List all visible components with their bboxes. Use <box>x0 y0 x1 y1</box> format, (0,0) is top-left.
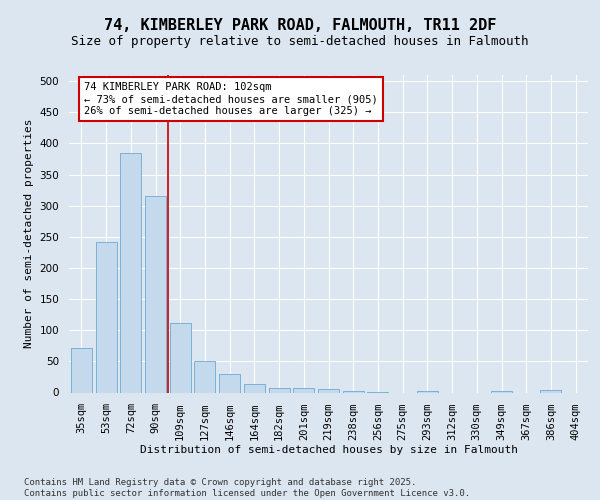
Bar <box>145 196 166 392</box>
Bar <box>244 384 265 392</box>
Bar <box>95 242 116 392</box>
Text: 74, KIMBERLEY PARK ROAD, FALMOUTH, TR11 2DF: 74, KIMBERLEY PARK ROAD, FALMOUTH, TR11 … <box>104 18 496 32</box>
Bar <box>269 388 290 392</box>
Bar <box>541 390 562 392</box>
Bar <box>318 389 339 392</box>
Bar <box>71 348 92 393</box>
Y-axis label: Number of semi-detached properties: Number of semi-detached properties <box>24 119 34 348</box>
Bar <box>219 374 240 392</box>
Text: 74 KIMBERLEY PARK ROAD: 102sqm
← 73% of semi-detached houses are smaller (905)
2: 74 KIMBERLEY PARK ROAD: 102sqm ← 73% of … <box>84 82 377 116</box>
Bar <box>170 323 191 392</box>
Bar <box>491 390 512 392</box>
Text: Contains HM Land Registry data © Crown copyright and database right 2025.
Contai: Contains HM Land Registry data © Crown c… <box>24 478 470 498</box>
X-axis label: Distribution of semi-detached houses by size in Falmouth: Distribution of semi-detached houses by … <box>139 446 517 456</box>
Bar <box>293 388 314 392</box>
Bar <box>120 153 141 392</box>
Text: Size of property relative to semi-detached houses in Falmouth: Size of property relative to semi-detach… <box>71 35 529 48</box>
Bar <box>194 362 215 392</box>
